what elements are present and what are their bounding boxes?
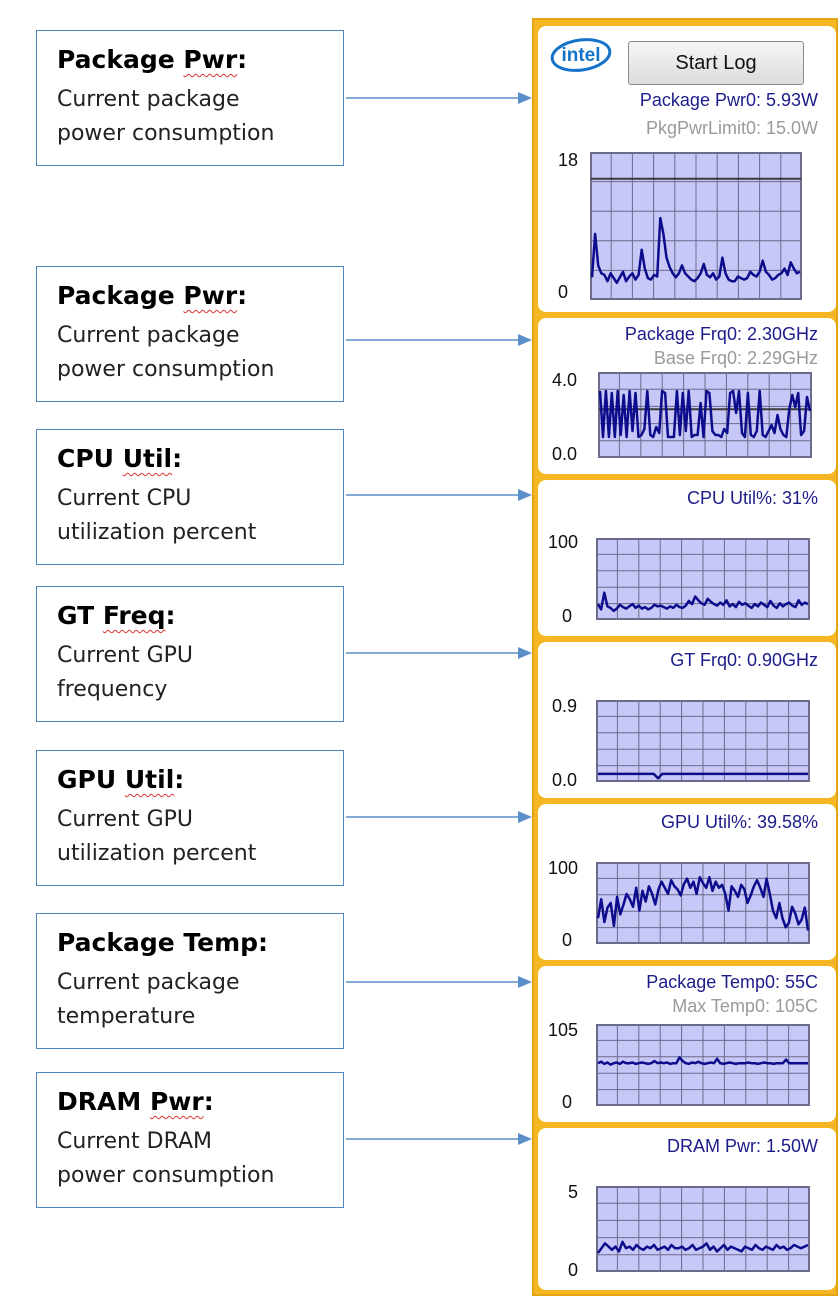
connector-arrow [346,92,532,104]
cpu-util-graph [596,538,810,620]
package-temp-graph [596,1024,810,1106]
series-line [596,591,809,613]
callout-package-temp: Package Temp: Current package temperature [36,913,344,1049]
y-min-label: 0 [558,282,569,302]
package-power-graph [590,152,802,300]
callout-description: Current package power consumption [57,323,275,382]
callout-title: Package Pwr: [57,281,248,310]
callout-cpu-util: CPU Util: Current CPU utilization percent [36,429,344,565]
gt-frequency-card: GT Frq0: 0.90GHz 0.9 0.0 [538,642,836,798]
package-temp-label: Package Temp0: 55C [646,972,818,992]
power-gadget-panel: intel Start Log Package Pwr0: 5.93W PkgP… [532,18,838,1296]
callout-package-power-1: Package Pwr: Current package power consum… [36,30,344,166]
intel-logo-icon: intel [550,38,612,72]
package-frequency-label: Package Frq0: 2.30GHz [624,324,818,344]
package-power-card: intel Start Log Package Pwr0: 5.93W PkgP… [538,26,836,312]
callout-description: Current GPU frequency [57,643,194,702]
intel-logo-text: intel [561,45,600,66]
callout-title: Package Temp: [57,928,269,957]
y-min-label: 0.0 [552,770,578,790]
connector-arrow [346,334,532,346]
series-line [598,389,812,439]
dram-power-graph [596,1186,810,1272]
callout-description: Current package power consumption [57,87,275,146]
callout-package-power-2: Package Pwr: Current package power consum… [36,266,344,402]
gpu-util-card: GPU Util%: 39.58% 100 0 [538,804,836,960]
callout-gt-freq: GT Freq: Current GPU frequency [36,586,344,722]
callout-title: GT Freq: [57,601,176,630]
callout-description: Current GPU utilization percent [57,807,257,866]
y-max-label: 0.9 [552,696,578,716]
y-max-label: 100 [548,858,579,878]
y-min-label: 0 [562,1092,573,1112]
package-frequency-graph [598,372,812,458]
y-max-label: 105 [548,1020,579,1040]
package-frequency-card: Package Frq0: 2.30GHz Base Frq0: 2.29GHz… [538,318,836,474]
cpu-util-label: CPU Util%: 31% [686,488,818,508]
callout-description: Current DRAM power consumption [57,1129,275,1188]
connector-arrow [346,976,532,988]
series-line [596,1240,809,1254]
callout-description: Current CPU utilization percent [57,486,257,545]
y-min-label: 0.0 [552,444,578,464]
connector-arrow [346,811,532,823]
cpu-util-card: CPU Util%: 31% 100 0 [538,480,836,636]
callout-title: DRAM Pwr: [57,1087,214,1116]
callout-title: Package Pwr: [57,45,248,74]
gpu-util-label: GPU Util%: 39.58% [660,812,818,832]
package-power-limit-label: PkgPwrLimit0: 15.0W [645,118,818,138]
series-line [598,772,808,780]
gt-frequency-label: GT Frq0: 0.90GHz [670,650,818,670]
y-min-label: 0 [562,930,573,950]
y-max-label: 5 [568,1182,579,1202]
y-min-label: 0 [568,1260,579,1280]
y-max-label: 100 [548,532,579,552]
series-line [597,1056,808,1066]
callout-description: Current package temperature [57,970,240,1029]
callout-gpu-util: GPU Util: Current GPU utilization percent [36,750,344,886]
dram-power-label: DRAM Pwr: 1.50W [666,1136,818,1156]
callout-title: CPU Util: [57,444,183,473]
start-log-button[interactable]: Start Log [628,41,804,85]
dram-power-card: DRAM Pwr: 1.50W 5 0 [538,1128,836,1290]
max-temp-label: Max Temp0: 105C [672,996,818,1016]
callout-title: GPU Util: [57,765,185,794]
package-temp-card: Package Temp0: 55C Max Temp0: 105C 105 0 [538,966,836,1122]
series-line [590,216,801,285]
y-max-label: 4.0 [552,370,578,390]
base-frequency-label: Base Frq0: 2.29GHz [653,348,818,368]
gt-frequency-graph [596,700,810,782]
connector-arrow [346,1133,532,1145]
connector-arrow [346,489,532,501]
callout-dram-power: DRAM Pwr: Current DRAM power consumption [36,1072,344,1208]
gpu-util-graph [596,862,810,944]
connector-arrow [346,647,532,659]
package-power-label: Package Pwr0: 5.93W [639,90,818,110]
series-line [596,875,810,931]
y-max-label: 18 [558,150,579,170]
y-min-label: 0 [562,606,573,626]
